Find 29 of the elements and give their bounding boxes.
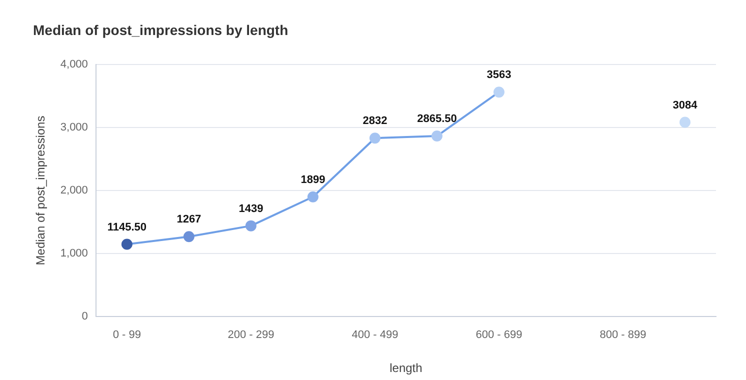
point xyxy=(307,191,318,202)
point xyxy=(679,116,690,128)
point xyxy=(183,231,194,242)
point xyxy=(121,238,132,250)
data-label: 1439 xyxy=(238,202,264,215)
y-tick-label: 3,000 xyxy=(60,122,88,134)
data-label: 3563 xyxy=(486,69,512,82)
data-label: 1899 xyxy=(300,174,326,186)
data-label: 1145.50 xyxy=(107,221,147,234)
data-label: 2832 xyxy=(362,115,388,128)
point xyxy=(431,130,442,142)
y-tick-label: 0 xyxy=(82,310,88,322)
y-tick-label: 2,000 xyxy=(60,184,88,197)
x-tick-label: 0 - 99 xyxy=(112,329,141,342)
data-label: 3084 xyxy=(672,99,698,112)
x-tick-label: 200 - 299 xyxy=(228,329,274,342)
y-tick-label: 1,000 xyxy=(60,247,88,260)
chart-title: Median of post_impressions by length xyxy=(33,22,288,38)
data-label: 2865.50 xyxy=(417,113,457,126)
point xyxy=(369,132,380,144)
point xyxy=(245,220,256,232)
x-axis-title: length xyxy=(390,361,422,376)
data-label: 1267 xyxy=(176,214,202,226)
x-tick-label: 400 - 499 xyxy=(352,329,398,342)
x-tick-label: 600 - 699 xyxy=(476,329,522,342)
point xyxy=(493,86,504,98)
x-tick-label: 800 - 899 xyxy=(600,329,646,342)
y-tick-label: 4,000 xyxy=(60,58,88,71)
y-axis-title: Median of post_impressions xyxy=(34,116,48,266)
